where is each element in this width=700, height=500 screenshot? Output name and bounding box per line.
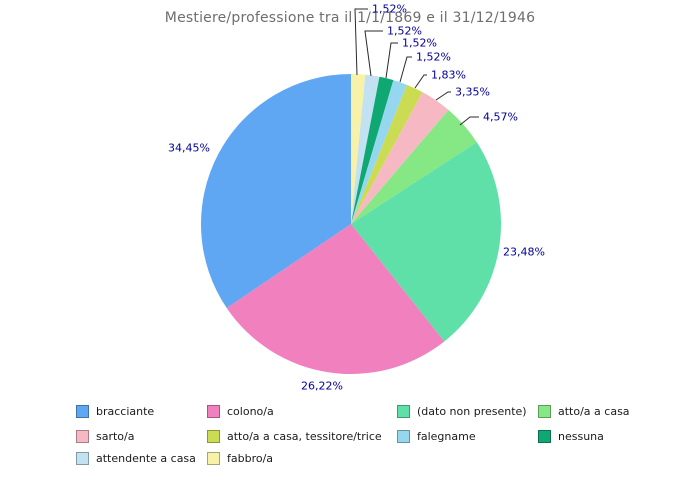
percent-label-falegname: 1,52% [416,51,451,64]
pie-slice-colono-a[interactable] [226,224,445,375]
pie-slice-falegname[interactable] [351,80,407,225]
percent-label-sarto-a: 3,35% [455,86,490,99]
pie-slice-bracciante[interactable] [200,73,351,308]
chart-title: Mestiere/professione tra il 1/1/1869 e i… [164,10,536,26]
pie-slice-attendente-a-casa[interactable] [351,74,380,225]
leader-line-fabbro-a [354,8,368,76]
leader-line-atto-a-a-casa [459,116,479,126]
percent-label-nessuna: 1,52% [402,37,437,50]
percent-label-colono-a: 26,22% [301,380,343,393]
pie-slice-dato-non-presente[interactable] [351,142,502,342]
pie-slice-fabbro-a[interactable] [351,73,366,224]
percent-label-bracciante: 34,45% [168,142,210,155]
leader-line-atto-a-a-casa-tessitore-trice [414,74,427,89]
percent-label-fabbro-a: 1,52% [372,3,407,16]
leader-line-sarto-a [435,91,451,101]
pie-slice-nessuna[interactable] [351,76,394,224]
leader-line-attendente-a-casa [364,30,383,77]
percent-label-atto-a-a-casa-tessitore-trice: 1,83% [431,69,466,82]
percent-label-atto-a-a-casa: 4,57% [483,111,518,124]
percent-label-attendente-a-casa: 1,52% [387,25,422,38]
percent-label-dato-non-presente: 23,48% [503,246,545,259]
pie-slice-atto-a-a-casa[interactable] [351,110,477,224]
pie-slice-atto-a-a-casa-tessitore-trice[interactable] [351,84,423,224]
leader-line-falegname [399,56,412,83]
leader-line-nessuna [385,42,398,79]
pie-slice-sarto-a[interactable] [351,92,449,225]
